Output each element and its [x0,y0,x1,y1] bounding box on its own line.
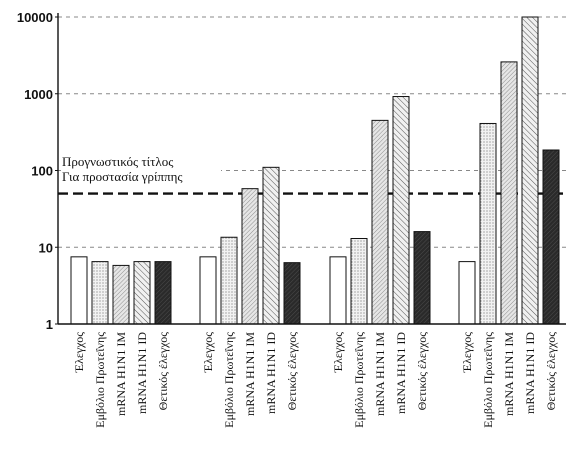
x-category-label-g4-1: Έλεγχος [460,332,474,374]
bar-group4-εμβόλιο-πρωτεΐνης [479,122,497,325]
y-tick-label-4: 10000 [17,10,53,25]
x-category-label-g2-5: Θετικός έλεγχος [285,332,299,411]
y-tick-label-1: 10 [39,240,53,255]
bar-group2-mrna-h1n1-im [241,188,259,325]
bar-group3-θετικός-έλεγχος [413,231,431,325]
bars [70,16,560,325]
bar-group3-έλεγχος [329,256,347,325]
bar-group1-εμβόλιο-πρωτεΐνης [91,261,109,325]
bar-group4-mrna-h1n1-im [500,61,518,325]
y-tick-label-3: 1000 [24,87,53,102]
x-category-labels: Έλεγχος Εμβόλιο Πρωτεΐνης mRNA H1N1 IM mRNA… [72,332,558,428]
y-tick-label-2: 100 [31,164,53,179]
bar-group4-έλεγχος [458,261,476,325]
axes [57,13,566,325]
bar-group1-θετικός-έλεγχος [154,261,172,325]
bar-group3-εμβόλιο-πρωτεΐνης [350,238,368,325]
bar-group1-mrna-h1n1-id [133,261,151,325]
bar-group2-θετικός-έλεγχος [283,262,301,325]
threshold-label-line1: Προγνωστικός τίτλος [62,154,174,169]
bar-group1-έλεγχος [70,256,88,325]
threshold-label-bg [61,154,221,185]
bar-group4-θετικός-έλεγχος [542,149,560,325]
bar-group1-mrna-h1n1-im [112,264,130,325]
bar-group4-mrna-h1n1-id [521,16,539,325]
x-category-label-g4-4: mRNA H1N1 ID [523,332,537,414]
x-category-label-g3-3: mRNA H1N1 IM [373,332,387,416]
x-category-label-g1-2: Εμβόλιο Πρωτεΐνης [93,332,107,428]
bar-group3-mrna-h1n1-id [392,96,410,325]
x-category-label-g2-3: mRNA H1N1 IM [243,332,257,416]
x-category-label-g1-4: mRNA H1N1 ID [135,332,149,414]
x-category-label-g3-5: Θετικός έλεγχος [415,332,429,411]
x-category-label-g2-4: mRNA H1N1 ID [264,332,278,414]
x-category-label-g2-1: Έλεγχος [201,332,215,374]
x-category-label-g2-2: Εμβόλιο Πρωτεΐνης [222,332,236,428]
x-category-label-g1-3: mRNA H1N1 IM [114,332,128,416]
x-category-label-g1-1: Έλεγχος [72,332,86,374]
bar-group2-mrna-h1n1-id [262,166,280,325]
bar-group2-εμβόλιο-πρωτεΐνης [220,236,238,325]
bar-group2-έλεγχος [199,256,217,325]
x-category-label-g3-1: Έλεγχος [331,332,345,374]
x-category-label-g4-5: Θετικός έλεγχος [544,332,558,411]
x-category-label-g4-3: mRNA H1N1 IM [502,332,516,416]
x-category-label-g3-4: mRNA H1N1 ID [394,332,408,414]
bar-group3-mrna-h1n1-im [371,119,389,325]
x-category-label-g4-2: Εμβόλιο Πρωτεΐνης [481,332,495,428]
y-tick-labels: 1 10 100 1000 10000 [17,10,58,332]
threshold-label-line2: Για προστασία γρίππης [62,169,183,184]
y-tick-label-0: 1 [46,317,53,332]
x-category-label-g3-2: Εμβόλιο Πρωτεΐνης [352,332,366,428]
x-category-label-g1-5: Θετικός έλεγχος [156,332,170,411]
